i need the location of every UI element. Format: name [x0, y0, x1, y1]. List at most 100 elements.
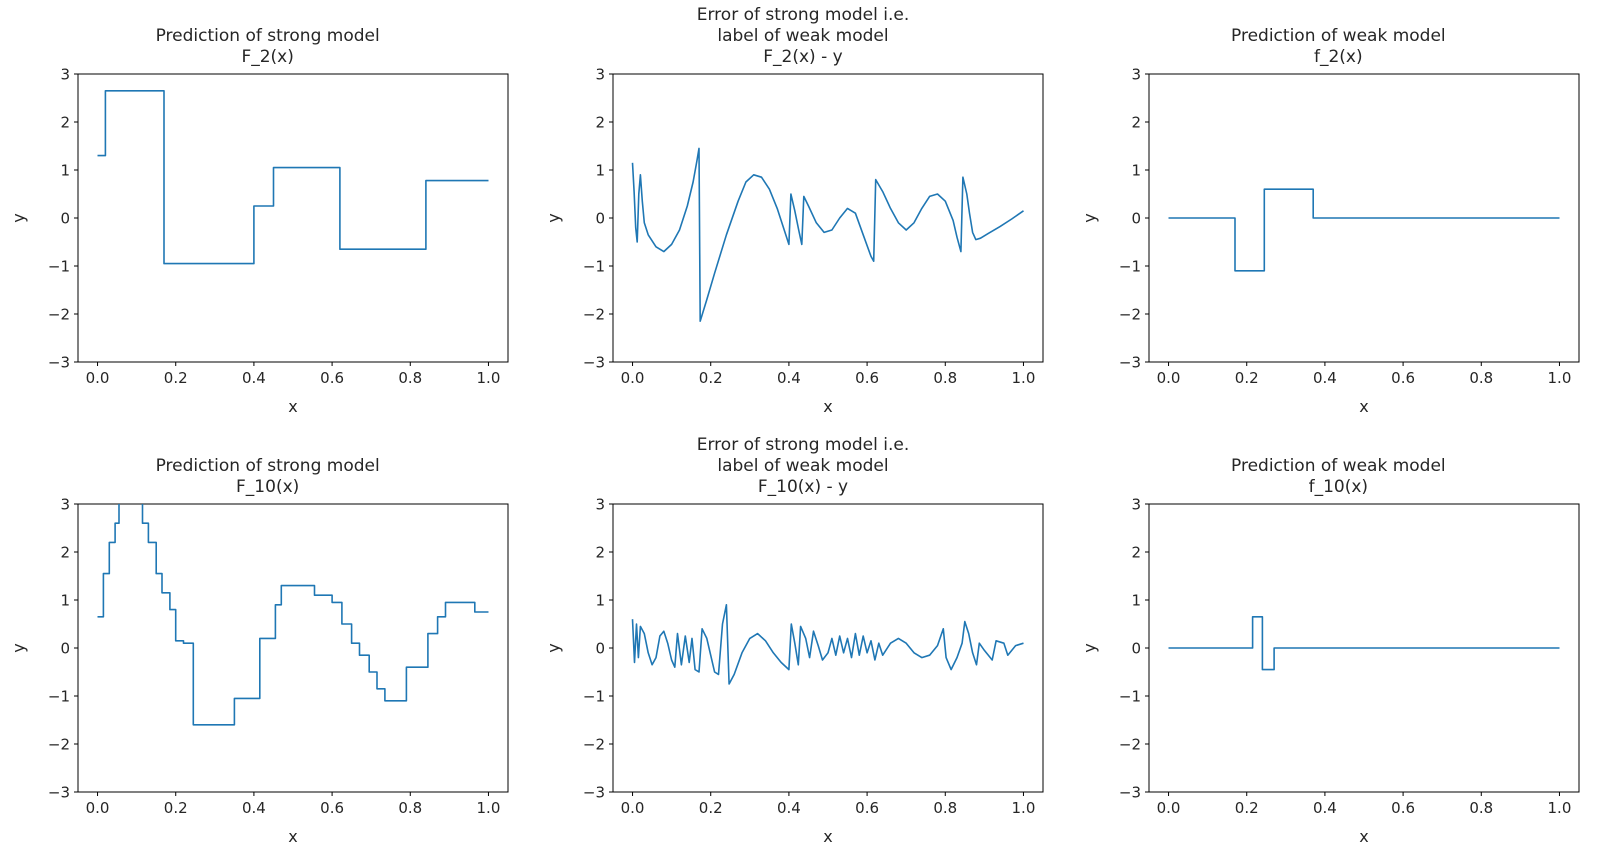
- svg-text:0.4: 0.4: [1313, 799, 1337, 817]
- svg-text:−3: −3: [583, 354, 605, 372]
- svg-text:0.6: 0.6: [320, 369, 344, 387]
- svg-text:y: y: [1081, 213, 1099, 222]
- svg-text:x: x: [824, 397, 833, 416]
- svg-text:y: y: [545, 643, 563, 652]
- svg-text:−2: −2: [583, 736, 605, 754]
- svg-text:x: x: [288, 397, 297, 416]
- svg-text:0.0: 0.0: [86, 799, 110, 817]
- svg-text:0.2: 0.2: [1235, 799, 1259, 817]
- plot-canvas-error-F2: −3 −2 −1 0 1 2 3 0.0 0.2 0.4 0.6 0.8 1.0 x y: [545, 68, 1044, 416]
- svg-text:1.0: 1.0: [1012, 799, 1036, 817]
- svg-text:−2: −2: [583, 306, 605, 324]
- svg-text:2: 2: [1131, 114, 1141, 132]
- svg-text:0.6: 0.6: [856, 799, 880, 817]
- svg-text:0.0: 0.0: [621, 799, 645, 817]
- svg-text:0.4: 0.4: [1313, 369, 1337, 387]
- svg-text:y: y: [545, 213, 563, 222]
- svg-text:0.8: 0.8: [398, 799, 422, 817]
- svg-text:−3: −3: [1119, 784, 1141, 802]
- svg-text:1: 1: [61, 592, 71, 610]
- plot-canvas-error-F10: −3 −2 −1 0 1 2 3 0.0 0.2 0.4 0.6 0.8 1.0 x y: [545, 498, 1044, 846]
- svg-text:0: 0: [1131, 210, 1141, 228]
- svg-text:1.0: 1.0: [477, 369, 501, 387]
- svg-text:0.6: 0.6: [1391, 799, 1415, 817]
- svg-text:0.4: 0.4: [777, 369, 801, 387]
- svg-text:0: 0: [61, 640, 71, 658]
- plot-title-weak-model-f2: Prediction of weak model f_2(x): [1231, 26, 1446, 67]
- svg-text:0.0: 0.0: [1156, 799, 1180, 817]
- svg-text:1: 1: [61, 162, 71, 180]
- svg-text:2: 2: [1131, 544, 1141, 562]
- svg-text:0.6: 0.6: [320, 799, 344, 817]
- plot-title-error-F10: Error of strong model i.e. label of weak…: [696, 435, 910, 497]
- svg-text:x: x: [1359, 397, 1368, 416]
- plot-canvas-weak-model-f2: −3 −2 −1 0 1 2 3 0.0 0.2 0.4 0.6 0.8 1.0 x y: [1081, 68, 1580, 416]
- svg-text:1: 1: [596, 592, 606, 610]
- svg-text:−1: −1: [583, 258, 605, 276]
- subplot-error-F2: Error of strong model i.e. label of weak…: [535, 0, 1070, 430]
- svg-text:0.2: 0.2: [699, 369, 723, 387]
- svg-text:−2: −2: [48, 736, 70, 754]
- svg-text:1: 1: [1131, 162, 1141, 180]
- svg-text:3: 3: [1131, 498, 1141, 514]
- svg-text:0.0: 0.0: [86, 369, 110, 387]
- svg-text:y: y: [10, 213, 28, 222]
- svg-text:3: 3: [61, 498, 71, 514]
- svg-text:0.8: 0.8: [934, 799, 958, 817]
- svg-text:1.0: 1.0: [1547, 369, 1571, 387]
- subplot-weak-model-f2: Prediction of weak model f_2(x) −3 −2 −1 0 1…: [1071, 0, 1606, 430]
- svg-text:x: x: [824, 827, 833, 846]
- svg-text:0.6: 0.6: [1391, 369, 1415, 387]
- svg-text:−1: −1: [48, 258, 70, 276]
- plot-canvas-strong-model-F10: −3 −2 −1 0 1 2 3 0.0 0.2 0.4 0.6 0.8 1.0 x y: [10, 498, 509, 846]
- svg-text:1.0: 1.0: [1012, 369, 1036, 387]
- plot-title-weak-model-f10: Prediction of weak model f_10(x): [1231, 456, 1446, 497]
- svg-text:0: 0: [1131, 640, 1141, 658]
- svg-text:2: 2: [596, 114, 606, 132]
- plot-title-error-F2: Error of strong model i.e. label of weak…: [696, 5, 910, 67]
- svg-text:−3: −3: [48, 784, 70, 802]
- plot-canvas-strong-model-F2: −3 −2 −1 0 1 2 3 0.0 0.2 0.4 0.6 0.8 1.0 x y: [10, 68, 509, 416]
- svg-text:−1: −1: [1119, 258, 1141, 276]
- svg-text:0.8: 0.8: [398, 369, 422, 387]
- svg-text:0.4: 0.4: [777, 799, 801, 817]
- svg-text:x: x: [1359, 827, 1368, 846]
- svg-text:y: y: [1081, 643, 1099, 652]
- svg-text:1.0: 1.0: [477, 799, 501, 817]
- subplot-error-F10: Error of strong model i.e. label of weak…: [535, 430, 1070, 860]
- svg-text:2: 2: [596, 544, 606, 562]
- svg-text:0: 0: [61, 210, 71, 228]
- svg-text:−2: −2: [48, 306, 70, 324]
- svg-text:0: 0: [596, 640, 606, 658]
- plot-title-strong-model-F10: Prediction of strong model F_10(x): [155, 456, 380, 497]
- svg-text:x: x: [288, 827, 297, 846]
- svg-text:1.0: 1.0: [1547, 799, 1571, 817]
- svg-text:0.8: 0.8: [934, 369, 958, 387]
- svg-text:−2: −2: [1119, 736, 1141, 754]
- svg-text:2: 2: [61, 544, 71, 562]
- svg-text:−1: −1: [583, 688, 605, 706]
- svg-text:−1: −1: [48, 688, 70, 706]
- svg-text:0.6: 0.6: [856, 369, 880, 387]
- svg-text:1: 1: [1131, 592, 1141, 610]
- svg-text:−1: −1: [1119, 688, 1141, 706]
- svg-text:0.0: 0.0: [621, 369, 645, 387]
- svg-text:0.2: 0.2: [164, 799, 188, 817]
- svg-text:0.2: 0.2: [1235, 369, 1259, 387]
- svg-text:3: 3: [1131, 68, 1141, 84]
- svg-text:−2: −2: [1119, 306, 1141, 324]
- subplot-strong-model-F10: Prediction of strong model F_10(x) −3 −2−…: [0, 430, 535, 860]
- subplot-weak-model-f10: Prediction of weak model f_10(x) −3 −2 −1 0…: [1071, 430, 1606, 860]
- svg-text:0.4: 0.4: [242, 799, 266, 817]
- svg-text:0.4: 0.4: [242, 369, 266, 387]
- svg-text:1: 1: [596, 162, 606, 180]
- svg-text:3: 3: [61, 68, 71, 84]
- plot-title-strong-model-F2: Prediction of strong model F_2(x): [155, 26, 380, 67]
- svg-text:−3: −3: [48, 354, 70, 372]
- svg-text:0: 0: [596, 210, 606, 228]
- svg-text:2: 2: [61, 114, 71, 132]
- svg-text:0.8: 0.8: [1469, 369, 1493, 387]
- plot-canvas-weak-model-f10: −3 −2 −1 0 1 2 3 0.0 0.2 0.4 0.6 0.8 1.0 x y: [1081, 498, 1580, 846]
- svg-text:y: y: [10, 643, 28, 652]
